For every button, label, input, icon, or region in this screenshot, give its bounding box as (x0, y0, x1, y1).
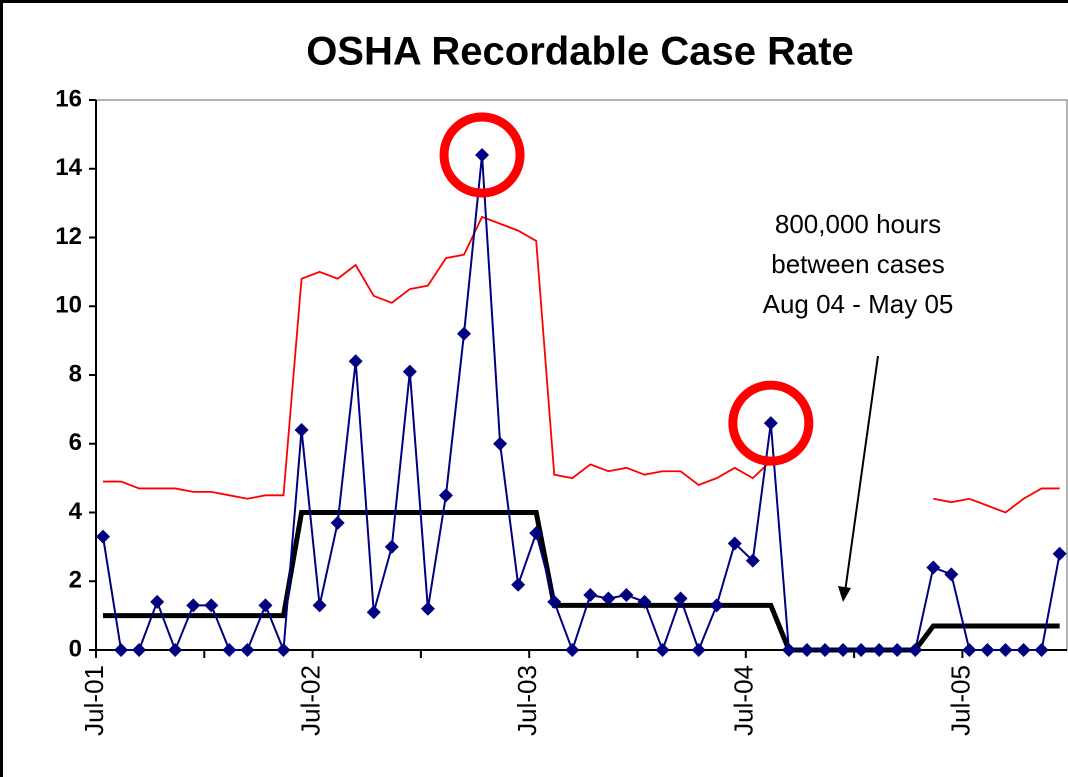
line-series (103, 215, 772, 500)
y-tick-label: 10 (55, 292, 82, 319)
marker (673, 591, 688, 606)
line-series (933, 487, 1060, 514)
marker (529, 526, 544, 541)
annotation: 800,000 hours (775, 209, 941, 239)
marker (312, 598, 327, 613)
y-tick-label: 2 (69, 567, 82, 594)
marker (763, 416, 778, 431)
annotation: Aug 04 - May 05 (763, 289, 954, 319)
marker (330, 515, 345, 530)
y-tick-label: 14 (55, 154, 82, 181)
y-tick-label: 16 (55, 85, 82, 112)
marker (547, 594, 562, 609)
marker (1016, 643, 1031, 657)
marker (1052, 546, 1067, 561)
annotation-arrow (844, 355, 879, 593)
marker (114, 643, 129, 657)
marker (457, 326, 471, 341)
marker (944, 567, 959, 582)
marker (926, 560, 941, 575)
marker (1034, 643, 1049, 657)
y-tick-label: 6 (69, 429, 82, 456)
marker (96, 529, 110, 544)
marker (836, 643, 851, 657)
highlight-circle (439, 112, 525, 198)
marker (402, 364, 417, 379)
marker (745, 553, 760, 568)
marker (727, 536, 742, 551)
marker (276, 643, 291, 657)
marker (186, 598, 201, 613)
chart-title: OSHA Recordable Case Rate (306, 30, 854, 74)
marker (799, 643, 814, 657)
marker (583, 588, 598, 602)
marker (818, 643, 832, 657)
marker (132, 643, 147, 657)
marker (637, 594, 652, 609)
marker (908, 643, 923, 657)
marker (420, 601, 435, 616)
marker (781, 643, 796, 657)
marker (854, 643, 869, 657)
marker (240, 643, 255, 657)
marker (619, 588, 634, 602)
marker (493, 436, 508, 451)
marker (962, 643, 977, 657)
x-tick-label: Jul-01 (79, 665, 109, 736)
y-tick-label: 12 (55, 223, 82, 250)
marker (366, 605, 381, 620)
marker (222, 643, 237, 657)
highlight-circle (728, 380, 814, 466)
marker (475, 148, 490, 162)
x-tick-label: Jul-04 (729, 665, 759, 736)
marker (294, 423, 309, 437)
marker (980, 643, 995, 657)
marker (348, 354, 363, 369)
marker (258, 598, 273, 613)
y-tick-label: 4 (69, 498, 83, 525)
marker (150, 594, 165, 609)
marker (691, 643, 706, 657)
marker (438, 488, 453, 503)
marker (872, 643, 887, 657)
x-tick-label: Jul-03 (512, 665, 542, 736)
marker (565, 643, 580, 657)
marker (511, 577, 526, 592)
marker (384, 539, 399, 554)
marker (601, 591, 616, 606)
marker (890, 643, 905, 657)
x-tick-label: Jul-02 (295, 665, 325, 736)
arrow-head (838, 586, 851, 602)
marker (998, 643, 1013, 657)
y-tick-label: 0 (69, 635, 82, 662)
y-tick-label: 8 (69, 360, 82, 387)
marker (655, 643, 670, 657)
marker (204, 598, 219, 613)
x-tick-label: Jul-05 (945, 665, 975, 736)
annotation: between cases (771, 249, 944, 279)
marker (709, 598, 724, 613)
marker (168, 643, 183, 657)
